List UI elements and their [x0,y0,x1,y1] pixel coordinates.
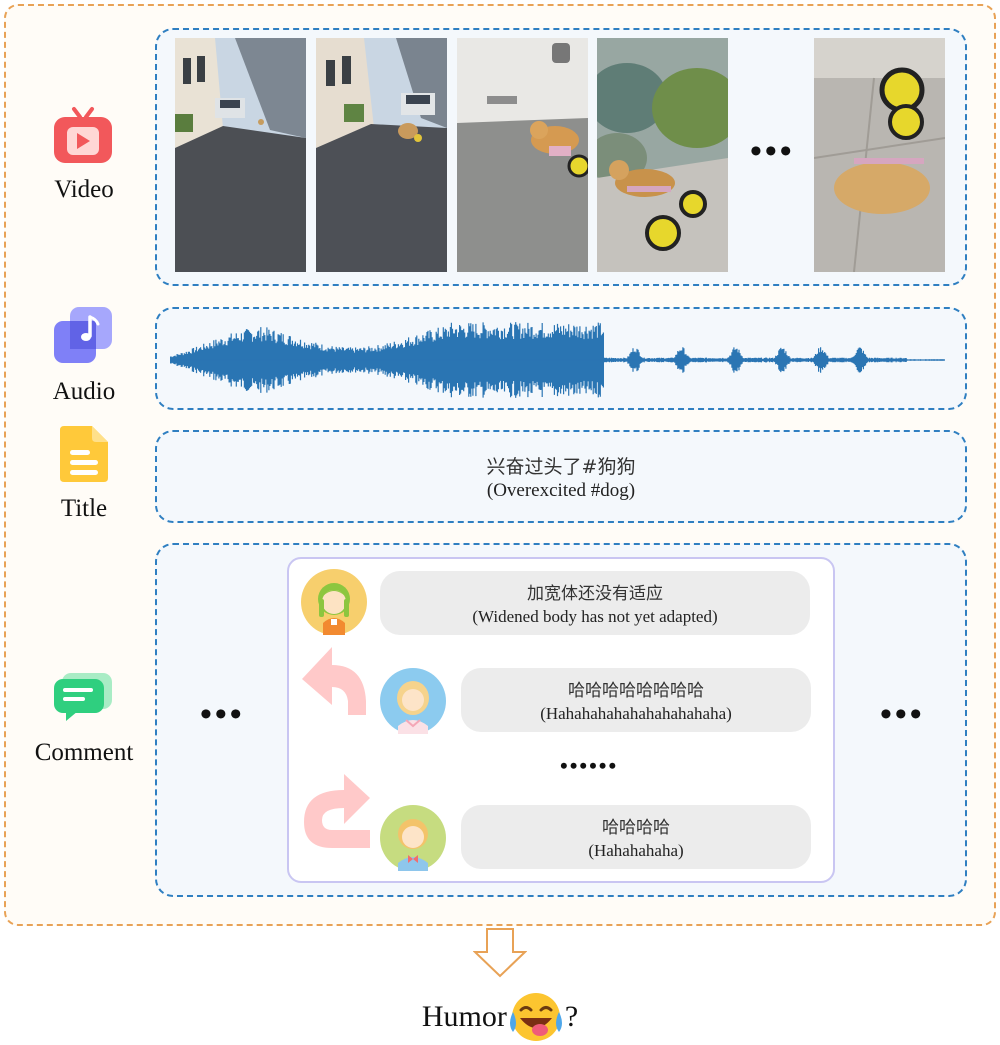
chat-icon [54,673,112,721]
user-avatar-1 [301,569,367,635]
video-label: Video [54,176,114,203]
video-frame-5 [814,38,945,272]
audio-waveform [170,322,945,398]
comment-1-chinese: 加宽体还没有适应 [527,584,663,604]
video-more-frames-ellipsis: ••• [750,133,795,170]
user-avatar-2 [380,668,446,734]
comment-left-ellipsis: ••• [200,696,245,733]
music-note-icon [54,307,112,363]
comment-bubble-2: 哈哈哈哈哈哈哈哈 (Hahahahahahahahahahaha) [461,668,811,732]
title-label: Title [60,495,108,522]
title-text-chinese: 兴奋过头了#狗狗 [486,456,636,478]
reply-arrow-icon-2 [304,774,370,848]
comment-3-english: (Hahahahaha) [588,841,684,860]
humor-text: Humor [421,1000,507,1033]
comment-2-english: (Hahahahahahahahahahaha) [540,704,732,723]
down-arrow-icon [473,928,527,978]
laughing-emoji-icon [509,993,562,1041]
title-panel [155,430,967,523]
output-label: Humor ? [0,990,1000,1044]
user-avatar-3 [380,805,446,871]
video-play-icon [54,107,112,163]
comment-bubble-3: 哈哈哈哈 (Hahahahaha) [461,805,811,869]
video-frame-4 [597,38,728,272]
comment-1-english: (Widened body has not yet adapted) [472,607,718,626]
document-icon [60,426,108,482]
comment-3-chinese: 哈哈哈哈 [602,818,670,838]
video-frame-3 [457,38,588,272]
question-mark: ? [564,1000,579,1033]
video-frame-1 [175,38,306,272]
comment-right-ellipsis: ••• [880,696,925,733]
audio-label: Audio [52,378,116,405]
reply-arrow-icon-1 [302,647,366,715]
comment-thread-ellipsis: •••••• [560,753,619,778]
video-frame-2 [316,38,447,272]
title-text-english: (Overexcited #dog) [486,480,636,501]
comment-2-chinese: 哈哈哈哈哈哈哈哈 [568,681,704,701]
comment-bubble-1: 加宽体还没有适应 (Widened body has not yet adapt… [380,571,810,635]
comment-label: Comment [34,739,134,766]
